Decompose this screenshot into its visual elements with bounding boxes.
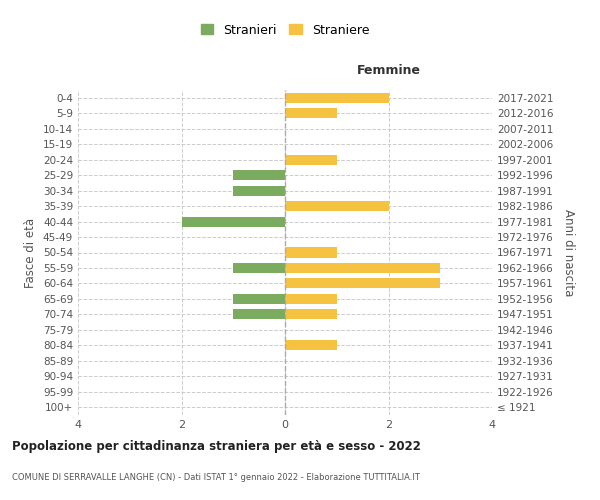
Bar bbox=[233, 310, 285, 320]
Bar bbox=[285, 248, 337, 258]
Bar bbox=[285, 294, 337, 304]
Bar bbox=[285, 340, 337, 350]
Bar bbox=[233, 186, 285, 196]
Bar bbox=[233, 294, 285, 304]
Bar bbox=[285, 263, 440, 273]
Bar bbox=[285, 154, 337, 164]
Bar bbox=[285, 201, 389, 211]
Bar bbox=[285, 92, 389, 103]
Y-axis label: Anni di nascita: Anni di nascita bbox=[562, 209, 575, 296]
Legend: Stranieri, Straniere: Stranieri, Straniere bbox=[196, 18, 374, 42]
Text: Popolazione per cittadinanza straniera per età e sesso - 2022: Popolazione per cittadinanza straniera p… bbox=[12, 440, 421, 453]
Bar bbox=[285, 108, 337, 118]
Bar bbox=[233, 263, 285, 273]
Text: Femmine: Femmine bbox=[356, 64, 421, 77]
Bar bbox=[182, 216, 285, 226]
Text: COMUNE DI SERRAVALLE LANGHE (CN) - Dati ISTAT 1° gennaio 2022 - Elaborazione TUT: COMUNE DI SERRAVALLE LANGHE (CN) - Dati … bbox=[12, 473, 420, 482]
Bar bbox=[285, 278, 440, 288]
Bar bbox=[285, 310, 337, 320]
Bar bbox=[233, 170, 285, 180]
Y-axis label: Fasce di età: Fasce di età bbox=[25, 218, 37, 288]
